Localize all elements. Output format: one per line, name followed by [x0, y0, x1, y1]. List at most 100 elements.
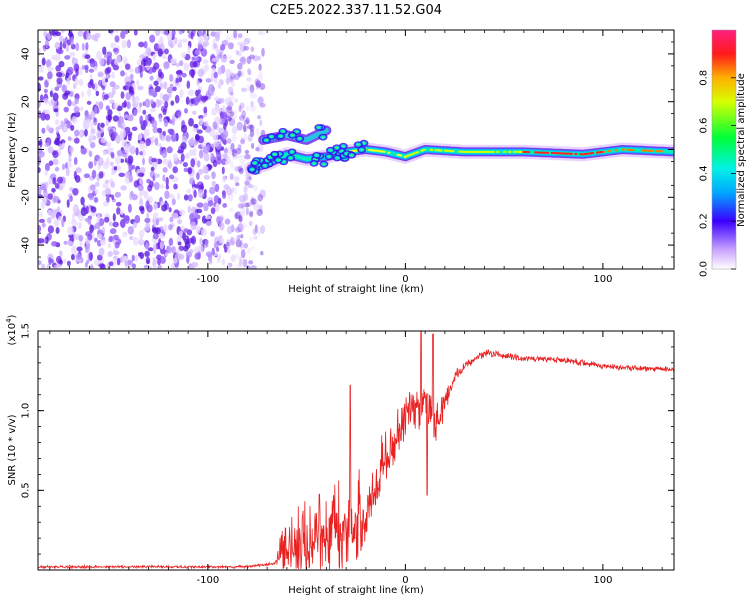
noise-speckle — [155, 227, 161, 235]
noise-speckle — [228, 116, 232, 122]
noise-speckle — [239, 43, 246, 53]
noise-speckle — [177, 241, 182, 246]
noise-speckle — [196, 160, 201, 168]
noise-speckle — [243, 133, 248, 141]
noise-speckle — [176, 248, 181, 254]
noise-speckle — [150, 166, 155, 172]
signal-core-cell — [387, 151, 391, 154]
noise-speckle — [105, 141, 112, 148]
noise-speckle — [230, 254, 236, 263]
noise-speckle — [251, 245, 255, 251]
noise-speckle — [230, 79, 235, 87]
noise-speckle — [260, 225, 265, 234]
noise-speckle — [102, 182, 109, 189]
signal-core-cell — [536, 151, 540, 154]
noise-speckle — [72, 205, 78, 213]
y-tick-label: -20 — [21, 189, 32, 205]
snr-y-multiplier: (x104) — [5, 314, 18, 345]
noise-speckle — [165, 184, 170, 190]
noise-speckle — [53, 264, 59, 269]
noise-speckle — [86, 33, 92, 41]
signal-blob-core — [327, 155, 331, 158]
signal-core-cell — [482, 150, 486, 153]
noise-speckle — [211, 57, 217, 62]
signal-core-cell — [411, 153, 414, 156]
noise-speckle — [230, 160, 234, 169]
noise-speckle — [137, 172, 144, 177]
noise-speckle — [93, 66, 98, 72]
noise-speckle — [234, 98, 238, 103]
x-tick-label: -100 — [197, 274, 220, 285]
noise-speckle — [234, 166, 240, 172]
signal-core-cell — [470, 150, 474, 153]
noise-speckle — [63, 240, 68, 245]
noise-speckle — [76, 246, 83, 252]
noise-speckle — [157, 143, 162, 148]
noise-speckle — [75, 42, 80, 52]
noise-speckle — [83, 173, 90, 179]
x-tick-label: 100 — [593, 575, 612, 586]
noise-speckle — [50, 210, 57, 219]
noise-speckle — [79, 106, 84, 112]
noise-speckle — [51, 187, 56, 193]
noise-speckle — [231, 187, 235, 193]
noise-speckle — [41, 127, 46, 134]
noise-speckle — [90, 110, 96, 120]
noise-speckle — [89, 251, 93, 261]
noise-speckle — [250, 265, 257, 269]
noise-speckle — [226, 54, 232, 60]
noise-speckle — [112, 221, 119, 228]
noise-speckle — [108, 30, 114, 34]
noise-speckle — [198, 115, 204, 120]
noise-speckle — [77, 30, 84, 37]
noise-speckle — [116, 207, 121, 215]
noise-speckle — [67, 136, 72, 142]
noise-speckle — [80, 91, 85, 98]
noise-speckle — [211, 67, 216, 73]
noise-speckle — [55, 31, 62, 37]
noise-speckle — [213, 141, 220, 148]
signal-blob-core — [270, 135, 273, 138]
noise-speckle — [235, 239, 242, 248]
noise-speckle — [182, 232, 187, 241]
noise-speckle — [249, 129, 255, 138]
noise-speckle — [65, 167, 70, 177]
noise-speckle — [163, 81, 168, 90]
noise-speckle — [242, 258, 248, 268]
noise-speckle — [159, 256, 166, 264]
signal-blob-core — [290, 151, 294, 153]
noise-speckle — [54, 53, 61, 62]
signal-blob-core — [265, 139, 268, 142]
noise-speckle — [152, 53, 156, 61]
noise-speckle — [222, 153, 228, 159]
noise-speckle — [86, 100, 92, 105]
noise-speckle — [197, 68, 204, 78]
noise-speckle — [257, 96, 264, 105]
noise-speckle — [238, 154, 246, 163]
noise-speckle — [144, 98, 151, 108]
noise-speckle — [68, 156, 72, 163]
noise-speckle — [254, 224, 258, 234]
signal-core-cell — [413, 152, 417, 155]
noise-speckle — [122, 56, 128, 65]
noise-speckle — [155, 30, 160, 37]
noise-speckle — [255, 82, 260, 91]
noise-speckle — [217, 216, 224, 223]
noise-speckle — [114, 156, 122, 165]
noise-speckle — [226, 100, 231, 108]
noise-speckle — [98, 171, 104, 179]
signal-core-cell — [657, 150, 661, 153]
noise-speckle — [183, 62, 190, 72]
noise-speckle — [168, 237, 174, 246]
noise-speckle — [238, 70, 245, 78]
signal-core-cell — [382, 150, 386, 153]
noise-speckle — [69, 51, 76, 57]
noise-speckle — [96, 213, 101, 220]
noise-speckle — [113, 250, 120, 256]
signal-core-cell — [643, 149, 647, 152]
noise-speckle — [87, 233, 93, 241]
noise-speckle — [131, 254, 135, 262]
noise-speckle — [127, 226, 134, 235]
noise-speckle — [112, 115, 119, 122]
